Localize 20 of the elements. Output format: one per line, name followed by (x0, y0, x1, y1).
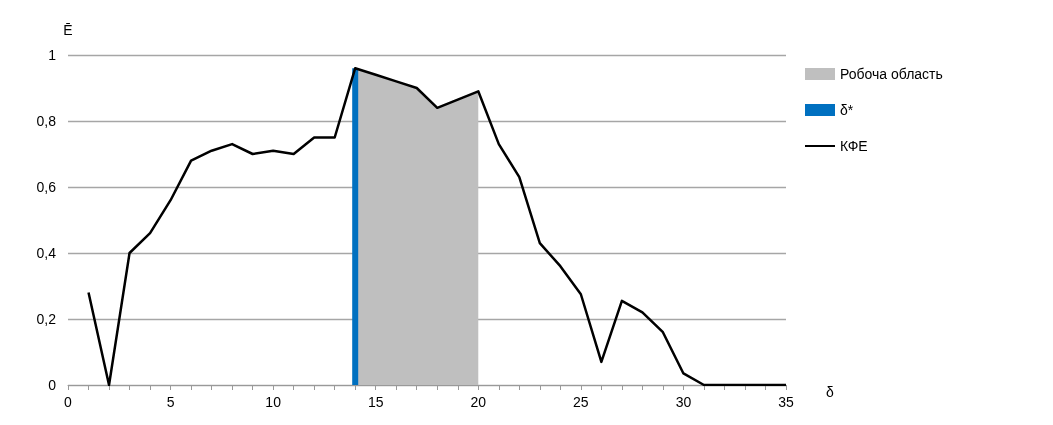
x-tick-label: 10 (265, 394, 282, 410)
y-tick-label: 0,4 (36, 245, 57, 261)
legend-label: Робоча область (840, 66, 943, 82)
legend-label: КФЕ (840, 138, 868, 154)
y-tick-label: 1 (48, 47, 57, 63)
y-tick-label: 0 (48, 377, 57, 393)
y-tick-label: 0,6 (36, 179, 57, 195)
y-axis-title: Ē (63, 22, 73, 38)
y-tick-label: 0,8 (36, 113, 57, 129)
y-tick-label: 0,2 (36, 311, 57, 327)
x-tick-label: 15 (367, 394, 384, 410)
x-tick-label: 35 (778, 394, 794, 410)
x-tick-label: 0 (64, 394, 73, 410)
x-tick-label: 5 (166, 394, 175, 410)
line-series (87, 66, 788, 387)
x-tick-label: 25 (573, 394, 589, 410)
x-tick-label: 20 (470, 394, 487, 410)
x-axis-title: δ (826, 384, 834, 400)
legend-label: δ* (840, 102, 854, 118)
x-tick-label: 30 (675, 394, 692, 410)
